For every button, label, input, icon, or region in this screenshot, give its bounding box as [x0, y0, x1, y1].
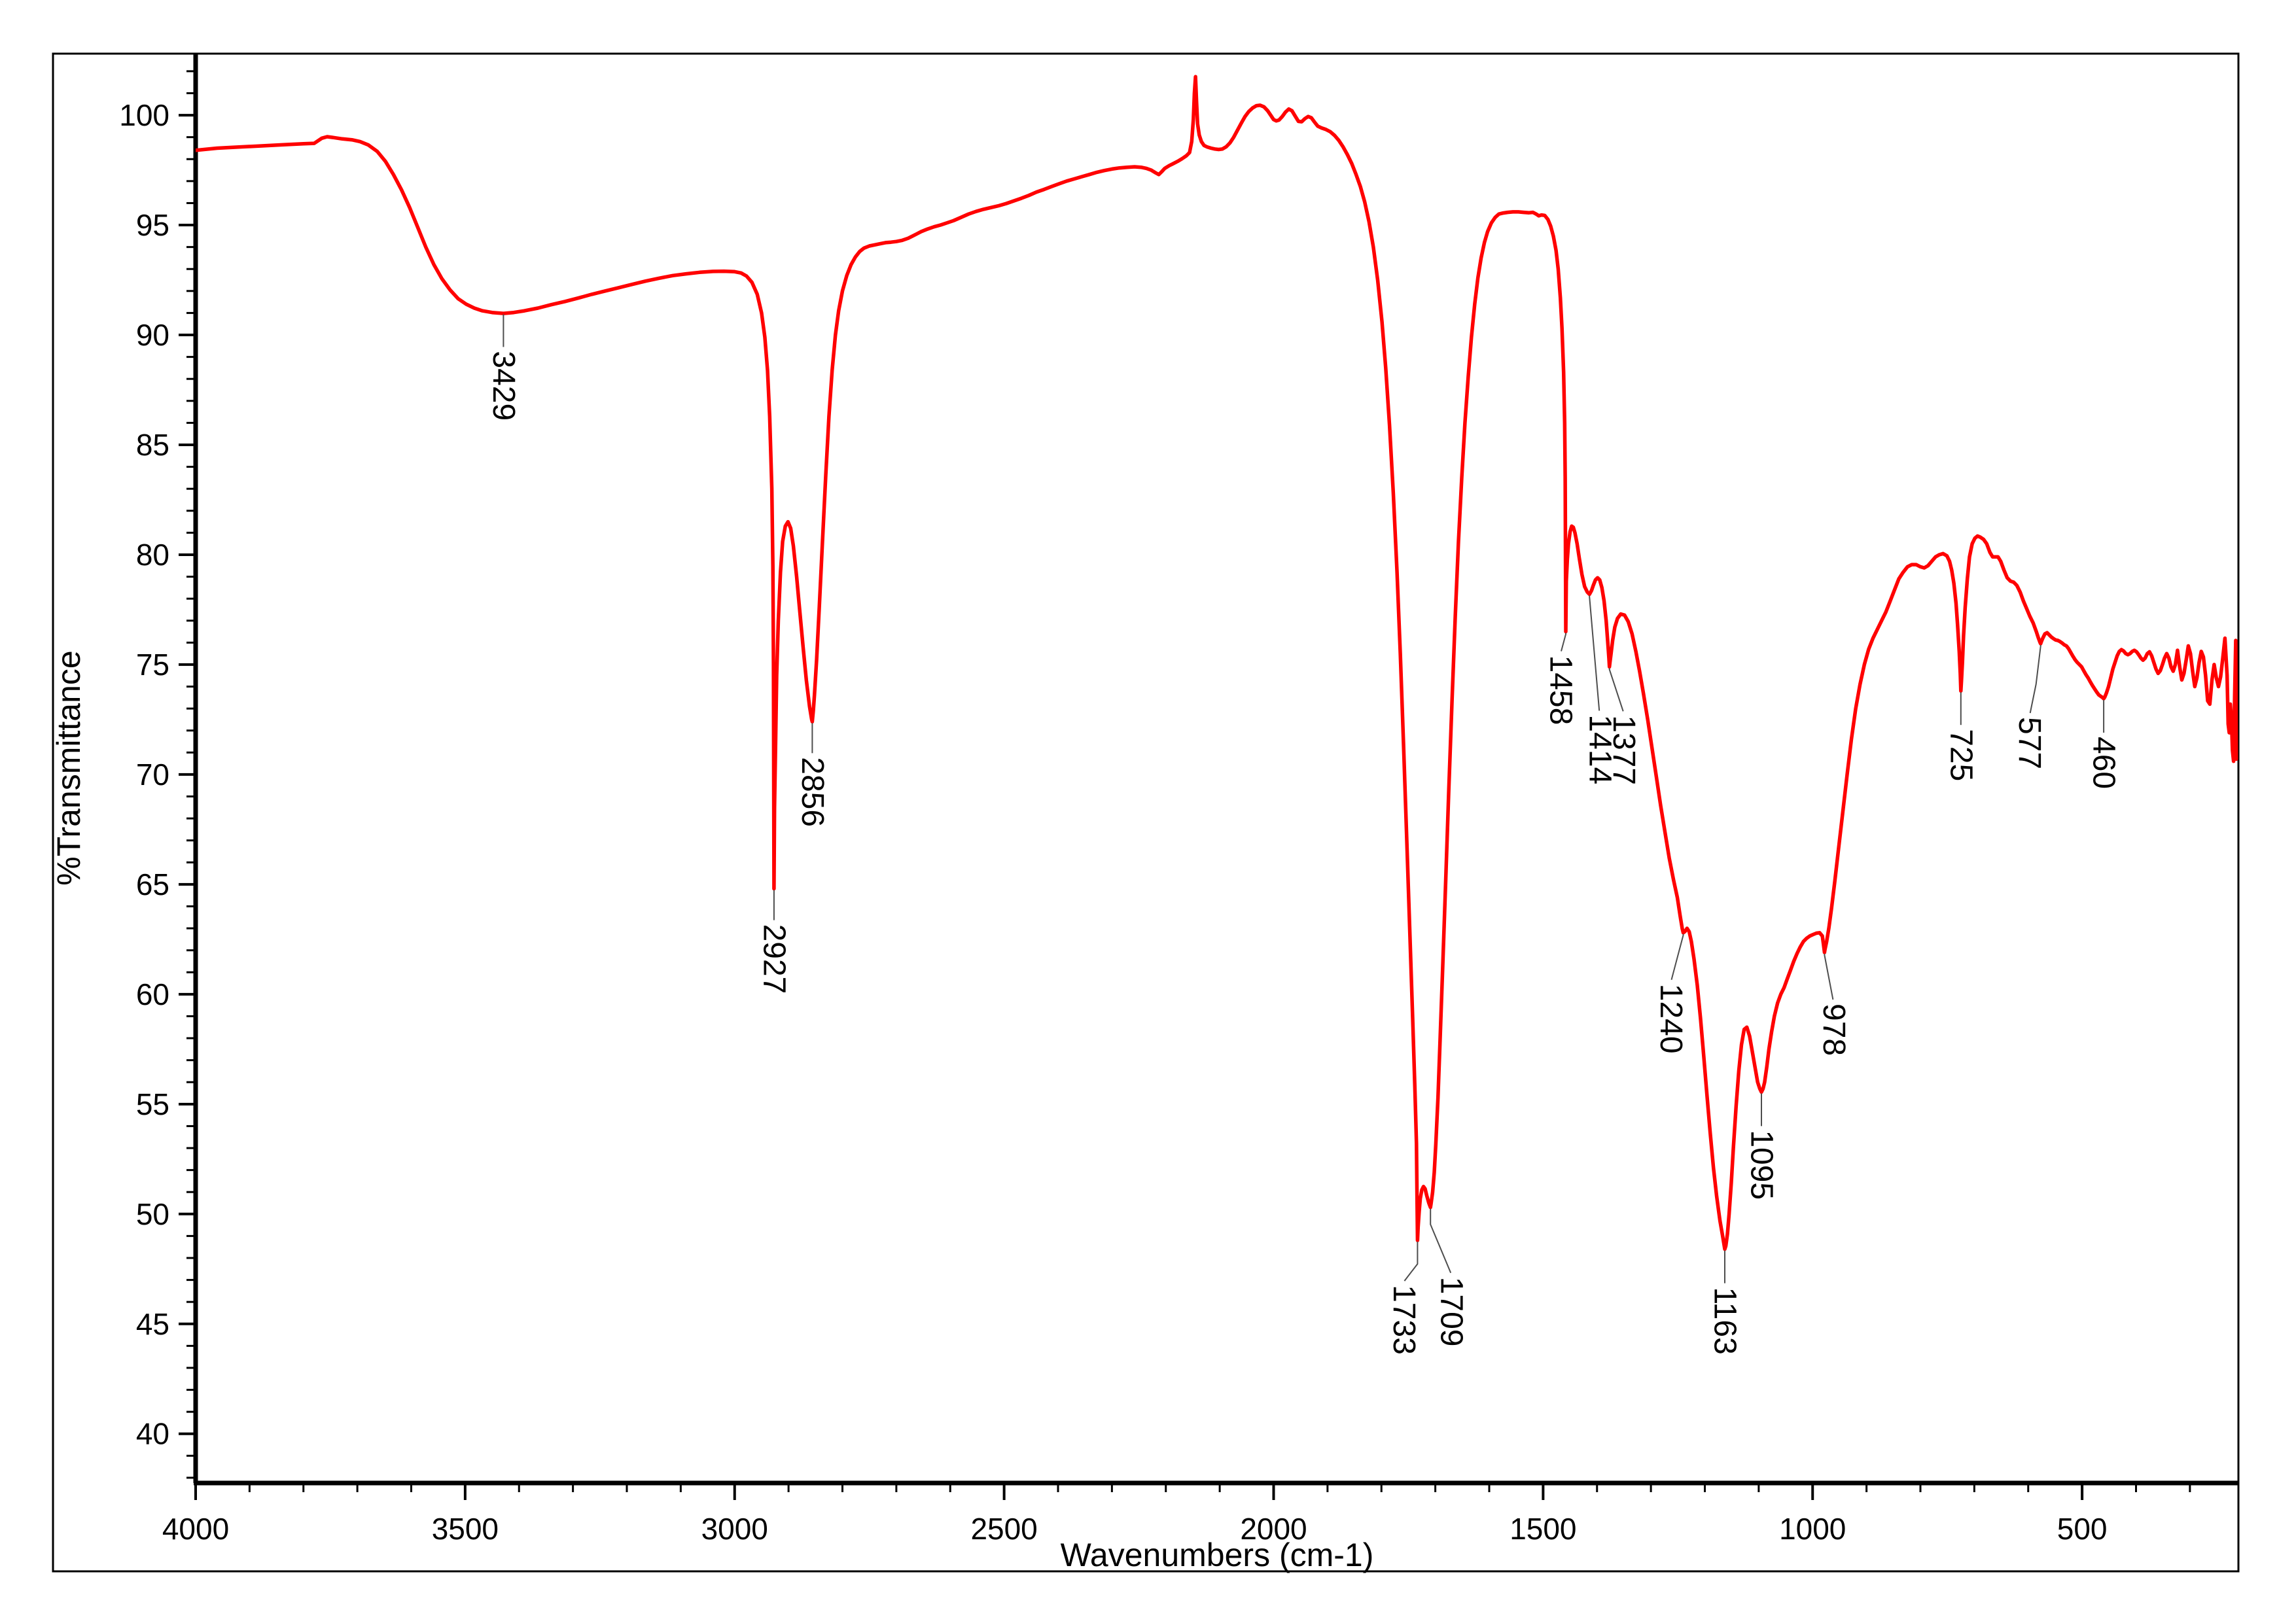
- y-tick-label: 85: [136, 428, 169, 462]
- figure-frame: [52, 52, 2240, 1573]
- peak-label: 1414: [1583, 714, 1617, 784]
- peak-label: 460: [2087, 737, 2121, 789]
- spectrum-curve: [196, 75, 2238, 1251]
- peak-leader-line: [2029, 645, 2041, 714]
- peak-label: 3429: [486, 351, 521, 421]
- peak-label: 1709: [1434, 1277, 1469, 1347]
- peak-label: 577: [2012, 717, 2047, 769]
- spectrum-series: [196, 75, 2238, 1251]
- x-axis-title: Wavenumbers (cm-1): [1061, 1537, 1374, 1573]
- y-tick-label: 75: [136, 648, 169, 682]
- x-tick-label: 1000: [1779, 1512, 1846, 1546]
- x-axis-tick-labels: 4000 3500 3000 2500 2000 1500 1000 500: [162, 1512, 2108, 1546]
- peak-label: 1163: [1707, 1287, 1742, 1355]
- y-axis-title: %Transmittance: [50, 650, 87, 885]
- x-tick-label: 3000: [701, 1512, 768, 1546]
- peak-label: 2927: [756, 924, 791, 994]
- y-axis-ticks: [179, 70, 196, 1479]
- peak-label: 1458: [1543, 655, 1578, 725]
- x-tick-label: 500: [2057, 1512, 2108, 1546]
- y-tick-label: 60: [136, 977, 169, 1011]
- peak-label: 1733: [1386, 1285, 1421, 1355]
- y-tick-label: 55: [136, 1087, 169, 1121]
- peak-leader-line: [1589, 595, 1600, 711]
- peak-label: 978: [1816, 1003, 1851, 1056]
- peak-label: 725: [1943, 729, 1978, 781]
- x-tick-label: 2000: [1240, 1512, 1307, 1546]
- peak-leader-line: [1404, 1242, 1419, 1282]
- peak-leader-line: [1608, 668, 1624, 712]
- y-axis-tick-labels: 100 95 90 85 80 75 70 65 60 55 50 45 40: [119, 98, 169, 1451]
- peak-label: 1095: [1744, 1130, 1778, 1200]
- y-tick-label: 45: [136, 1307, 169, 1341]
- peak-leader-line: [1561, 633, 1566, 652]
- peak-leader-line: [1824, 954, 1834, 1000]
- y-tick-label: 100: [119, 98, 169, 132]
- y-tick-label: 80: [136, 538, 169, 572]
- x-tick-label: 3500: [432, 1512, 499, 1546]
- peak-label: 1240: [1653, 984, 1688, 1054]
- y-tick-label: 50: [136, 1197, 169, 1231]
- y-tick-label: 40: [136, 1417, 169, 1451]
- y-tick-label: 70: [136, 758, 169, 792]
- x-axis-ticks: [194, 1483, 2191, 1500]
- peak-leader-line: [1670, 934, 1684, 981]
- y-tick-label: 90: [136, 318, 169, 352]
- peak-label: 1377: [1606, 715, 1641, 785]
- peak-label: 2856: [795, 757, 830, 827]
- y-tick-label: 65: [136, 867, 169, 901]
- x-tick-label: 4000: [162, 1512, 229, 1546]
- y-tick-label: 95: [136, 208, 169, 242]
- peak-leader-line: [1430, 1208, 1452, 1274]
- x-tick-label: 2500: [970, 1512, 1037, 1546]
- x-tick-label: 1500: [1510, 1512, 1576, 1546]
